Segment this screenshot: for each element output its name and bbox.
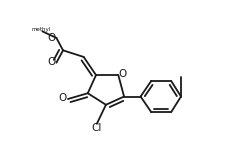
Text: O: O — [118, 69, 126, 79]
Text: methyl: methyl — [31, 27, 50, 32]
Text: O: O — [58, 93, 67, 103]
Text: Cl: Cl — [91, 123, 102, 133]
Text: O: O — [47, 33, 56, 43]
Text: O: O — [47, 57, 55, 67]
